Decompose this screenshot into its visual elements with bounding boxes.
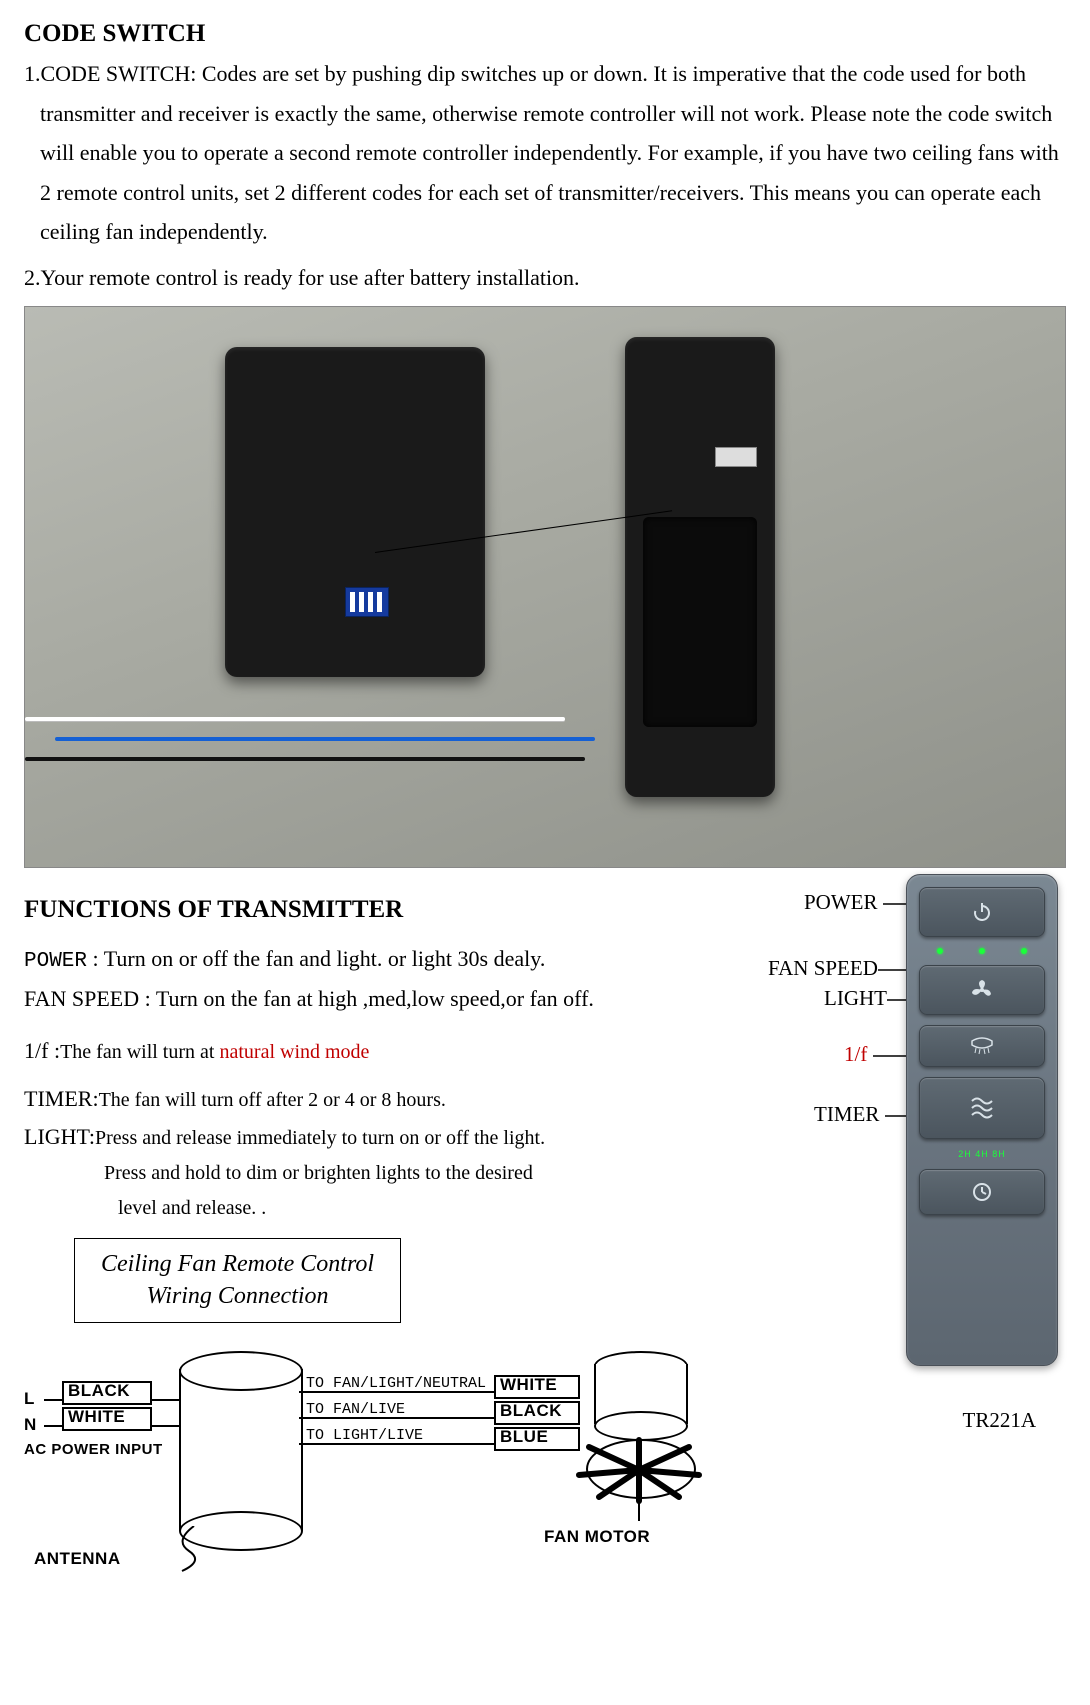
dip-switch-receiver xyxy=(345,587,389,617)
func-fanspeed: FAN SPEED : Turn on the fan at high ,med… xyxy=(24,982,744,1016)
wd-white-right: WHITE xyxy=(500,1375,557,1395)
receiver-cylinder-body xyxy=(179,1369,303,1531)
wd-blue-right: BLUE xyxy=(500,1427,548,1447)
func-onef-label: 1/f : xyxy=(24,1038,60,1063)
func-timer-text: The fan will turn off after 2 or 4 or 8 … xyxy=(99,1089,446,1111)
callout-onef-text: 1/f xyxy=(844,1042,867,1066)
wd-label-N: N xyxy=(24,1415,37,1435)
wire-white xyxy=(25,717,565,721)
wave-icon xyxy=(969,1095,995,1121)
paragraph-2: 2.Your remote control is ready for use a… xyxy=(24,258,1066,298)
wd-to-lightlive: TO LIGHT/LIVE xyxy=(306,1427,423,1444)
callout-fanspeed-text: FAN SPEED xyxy=(768,956,878,980)
wiring-title-line2: Wiring Connection xyxy=(101,1281,374,1312)
callout-light-text: LIGHT xyxy=(824,986,887,1010)
func-power-text: Turn on or off the fan and light. or lig… xyxy=(104,946,546,971)
wiring-title-box: Ceiling Fan Remote Control Wiring Connec… xyxy=(74,1238,401,1322)
func-timer: TIMER:The fan will turn off after 2 or 4… xyxy=(24,1082,744,1116)
func-power-label: POWER xyxy=(24,950,87,973)
func-onef-text-a: The fan will turn at xyxy=(60,1041,219,1063)
fan-shaft xyxy=(638,1493,640,1521)
wd-white-left: WHITE xyxy=(68,1407,125,1427)
func-fanspeed-text: Turn on the fan at high ,med,low speed,o… xyxy=(156,986,594,1011)
wd-antenna: ANTENNA xyxy=(34,1549,121,1569)
wd-black-right: BLACK xyxy=(500,1401,562,1421)
led-icon xyxy=(937,948,943,954)
func-light-line2: Press and hold to dim or brighten lights… xyxy=(24,1158,744,1189)
func-light-label: LIGHT: xyxy=(24,1124,95,1149)
wd-to-fln: TO FAN/LIGHT/NEUTRAL xyxy=(306,1375,486,1392)
remote-power-button[interactable] xyxy=(919,887,1045,937)
remote-led-row xyxy=(919,947,1045,955)
wire-blue xyxy=(55,737,595,741)
func-fanspeed-label: FAN SPEED : xyxy=(24,986,156,1011)
led-icon xyxy=(979,948,985,954)
remote-timer-marks: 2H 4H 8H xyxy=(919,1149,1045,1159)
func-light-line3: level and release. . xyxy=(24,1193,744,1224)
func-light-text1: Press and release immediately to turn on… xyxy=(95,1127,545,1149)
p2-prefix: 2. xyxy=(24,265,41,290)
remote-fanspeed-button[interactable] xyxy=(919,965,1045,1015)
remote-timer-button[interactable] xyxy=(919,1169,1045,1215)
heading-code-switch: CODE SWITCH xyxy=(24,20,1066,48)
wd-black-left: BLACK xyxy=(68,1381,130,1401)
func-onef: 1/f :The fan will turn at natural wind m… xyxy=(24,1034,744,1068)
wd-fan-motor: FAN MOTOR xyxy=(544,1527,650,1547)
func-light: LIGHT:Press and release immediately to t… xyxy=(24,1120,744,1154)
dip-switch-remote xyxy=(715,447,757,467)
callout-power-text: POWER xyxy=(804,890,878,914)
light-icon xyxy=(968,1037,996,1055)
paragraph-1: 1.CODE SWITCH: Codes are set by pushing … xyxy=(24,54,1066,252)
remote-wave-button[interactable] xyxy=(919,1077,1045,1139)
model-label: TR221A xyxy=(963,1408,1037,1433)
p1-body: CODE SWITCH: Codes are set by pushing di… xyxy=(40,61,1059,244)
clock-icon xyxy=(971,1181,993,1203)
wiring-title-line1: Ceiling Fan Remote Control xyxy=(101,1249,374,1280)
wire-black xyxy=(25,757,585,761)
remote-front: 2H 4H 8H xyxy=(906,874,1058,1366)
led-icon xyxy=(1021,948,1027,954)
battery-compartment xyxy=(643,517,757,727)
func-power-colon: : xyxy=(87,946,104,971)
heading-functions: FUNCTIONS OF TRANSMITTER xyxy=(24,896,744,924)
antenna-squiggle xyxy=(164,1526,224,1576)
remote-light-button[interactable] xyxy=(919,1025,1045,1067)
p2-body: Your remote control is ready for use aft… xyxy=(41,265,580,290)
func-timer-label: TIMER: xyxy=(24,1086,99,1111)
wd-ac-power: AC POWER INPUT xyxy=(24,1441,163,1458)
power-icon xyxy=(971,901,993,923)
remote-back xyxy=(625,337,775,797)
wiring-diagram: L N BLACK WHITE AC POWER INPUT ANTENNA T… xyxy=(24,1341,744,1571)
callout-timer-text: TIMER xyxy=(814,1102,879,1126)
wd-to-fanlive: TO FAN/LIVE xyxy=(306,1401,405,1418)
fan-icon xyxy=(970,978,994,1002)
receiver-cylinder-top xyxy=(179,1351,303,1391)
p1-prefix: 1. xyxy=(24,61,41,86)
func-onef-red: natural wind mode xyxy=(219,1041,369,1063)
wd-label-L: L xyxy=(24,1389,35,1409)
product-photo xyxy=(24,306,1066,868)
receiver-device xyxy=(225,347,485,677)
func-power: POWER : Turn on or off the fan and light… xyxy=(24,942,744,979)
